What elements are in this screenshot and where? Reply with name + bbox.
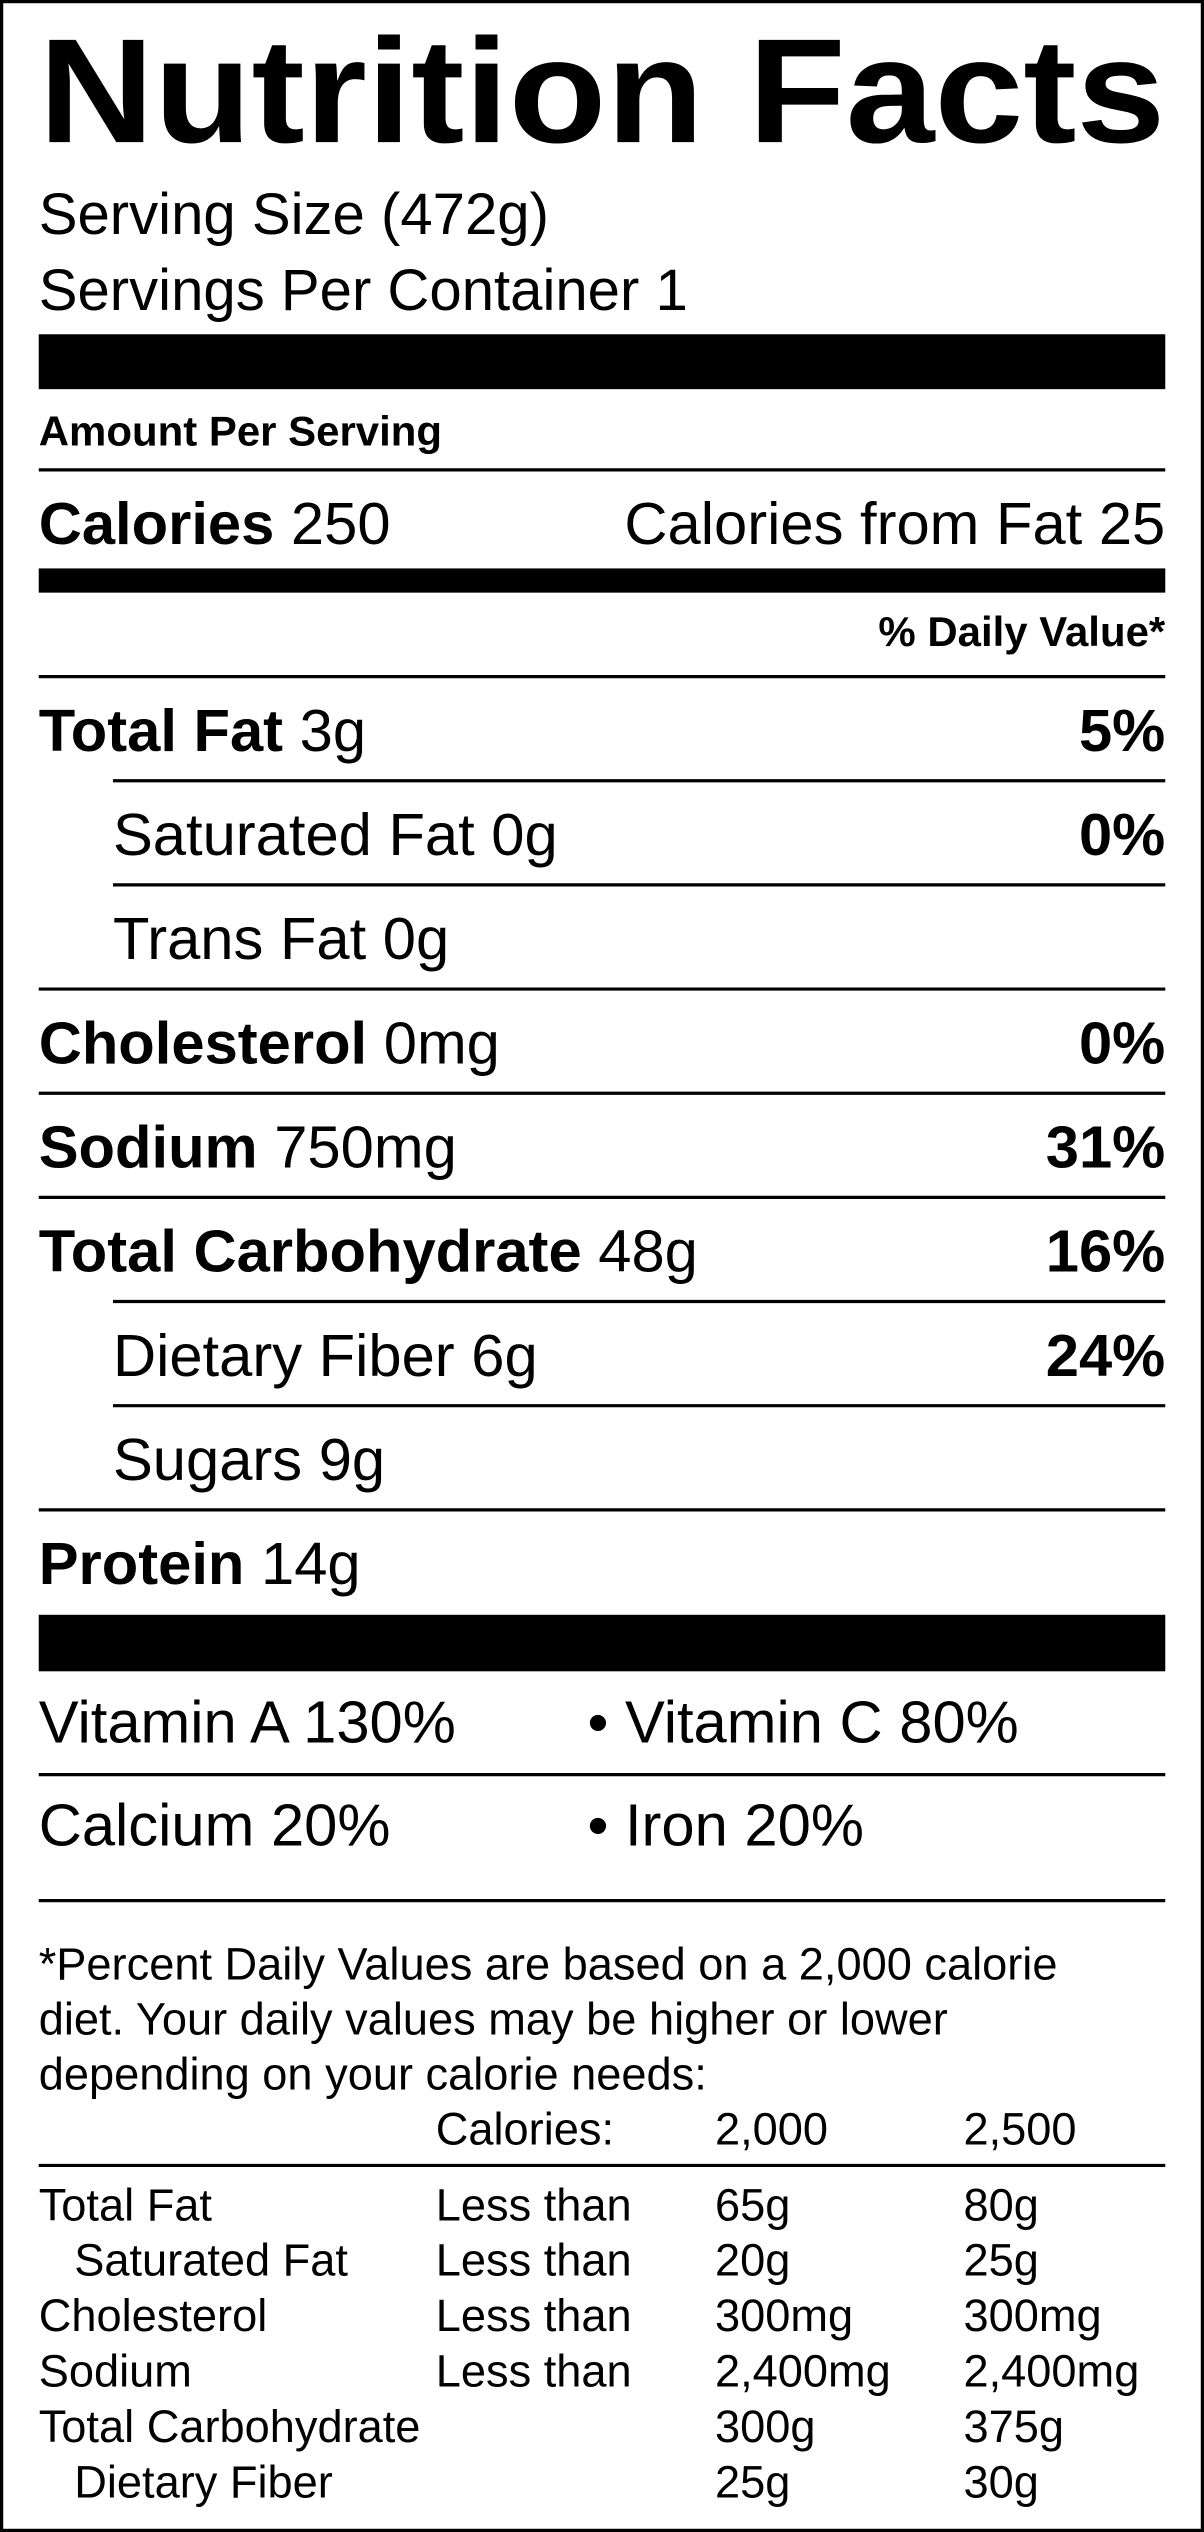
nutrient-amount: 6g [471,1322,537,1389]
nutrient-row: Saturated Fat 0g [113,801,558,868]
table-header: 2,500 [964,2103,1077,2154]
footnote-line: diet. Your daily values may be higher or… [39,1994,948,2045]
nutrient-name: Dietary Fiber [113,1322,455,1389]
nutrient-row: Total Carbohydrate 48g [39,1218,698,1285]
table-cell: 300mg [964,2290,1102,2341]
footnote: *Percent Daily Values are based on a 2,0… [38,1939,1166,2507]
vitamin: Calcium 20% [39,1792,391,1859]
table-cell: 375g [964,2401,1065,2452]
table-cell: Saturated Fat [74,2235,348,2286]
table-cell: 25g [715,2456,790,2507]
nutrient-dv: 0% [1079,1009,1165,1076]
vitamin: • Iron 20% [587,1792,863,1859]
table-cell: 2,400mg [964,2345,1140,2396]
nutrient-row: Protein 14g [39,1530,361,1597]
servings-per-container: Servings Per Container 1 [39,258,688,323]
table-cell: 300g [715,2401,816,2452]
medium-rule [38,568,1166,593]
vitamins: Vitamin A 130% • Vitamin C 80% Calcium 20%… [38,1688,1166,1903]
table-cell: 65g [715,2179,790,2230]
table-cell: 20g [715,2235,790,2286]
amount-per-serving: Amount Per Serving [39,408,442,455]
nutrient-amount: 750mg [274,1113,457,1180]
calories-value: 250 [291,490,391,557]
table-cell: Less than [436,2345,632,2396]
nutrient-amount: 14g [261,1530,361,1597]
nutrient-amount: 0g [491,801,557,868]
table-cell: 300mg [715,2290,853,2341]
nutrient-amount: 9g [319,1426,385,1493]
nutrient-name: Saturated Fat [113,801,475,868]
table-cell: Dietary Fiber [74,2456,333,2507]
nutrients: Total Fat 3g 5% Saturated Fat 0g 0% Trans Fa… [38,697,1166,1597]
table-header: Calories: [436,2103,614,2154]
nutrient-name: Total Fat [39,697,283,764]
nutrient-row: Total Fat 3g [39,697,366,764]
nutrient-row: Sodium 750mg [39,1113,457,1180]
daily-value-header: % Daily Value* [878,608,1166,655]
table-cell: Less than [436,2235,632,2286]
table-cell: Sodium [39,2345,192,2396]
nutrient-dv: 5% [1079,697,1165,764]
table-cell: Less than [436,2179,632,2230]
table-cell: Less than [436,2290,632,2341]
table-cell: 80g [964,2179,1039,2230]
nutrient-row: Trans Fat 0g [113,905,449,972]
nutrient-name: Trans Fat [113,905,367,972]
calories-from-fat: Calories from Fat 25 [624,490,1165,557]
nutrient-name: Sugars [113,1426,302,1493]
title: Nutrition Facts [39,9,1166,174]
vitamin: • Vitamin C 80% [587,1688,1018,1755]
nutrient-amount: 3g [300,697,366,764]
serving-size: Serving Size (472g) [39,182,549,247]
footnote-line: depending on your calorie needs: [39,2049,707,2100]
table-cell: 2,400mg [715,2345,891,2396]
table-cell: Total Fat [39,2179,213,2230]
nutrient-amount: 0mg [384,1009,500,1076]
nutrient-dv: 16% [1046,1218,1165,1285]
nutrient-amount: 48g [598,1218,698,1285]
vitamin: Vitamin A 130% [39,1688,456,1755]
calories-label: Calories [39,490,275,557]
nutrient-amount: 0g [383,905,449,972]
table-cell: Total Carbohydrate [39,2401,421,2452]
thick-rule [38,334,1166,390]
nutrient-row: Dietary Fiber 6g [113,1322,538,1389]
table-cell: Cholesterol [39,2290,268,2341]
nutrient-name: Protein [39,1530,245,1597]
nutrient-dv: 0% [1079,801,1165,868]
table-cell: 30g [964,2456,1039,2507]
footnote-line: *Percent Daily Values are based on a 2,0… [39,1939,1058,1990]
table-cell: 25g [964,2235,1039,2286]
thick-rule [38,1614,1166,1672]
nutrient-name: Cholesterol [39,1009,367,1076]
nutrient-dv: 24% [1046,1322,1165,1389]
calories: Calories 250 [39,490,391,557]
table-header: 2,000 [715,2103,828,2154]
nutrient-dv: 31% [1046,1113,1165,1180]
nutrient-name: Sodium [39,1113,258,1180]
nutrient-row: Sugars 9g [113,1426,385,1493]
nutrient-name: Total Carbohydrate [39,1218,582,1285]
nutrient-row: Cholesterol 0mg [39,1009,500,1076]
